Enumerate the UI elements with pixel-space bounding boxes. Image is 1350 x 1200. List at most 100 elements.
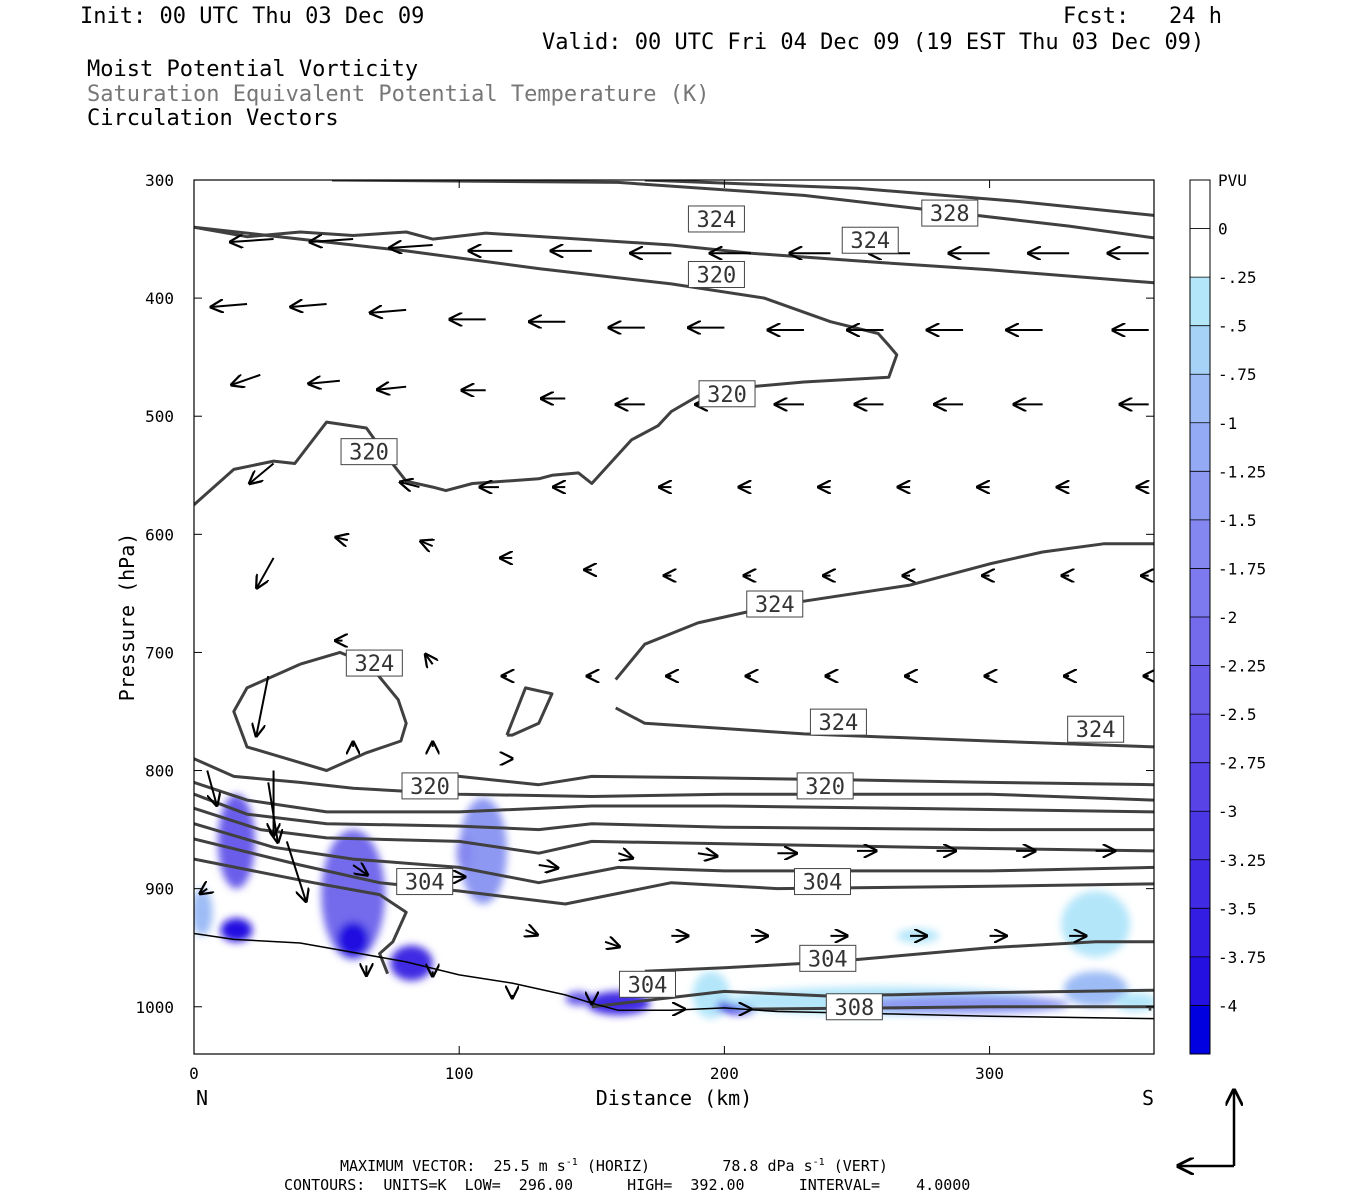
contour-label-text: 308	[834, 996, 874, 1021]
pv-patch-17	[194, 888, 213, 936]
colorbar-label: -2.5	[1218, 705, 1257, 724]
y-tick-label: 900	[145, 880, 174, 899]
contour-label-box	[794, 868, 852, 896]
colorbar-label: 0	[1218, 220, 1228, 239]
colorbar-label: -2.75	[1218, 754, 1266, 773]
colorbar-label: -1.5	[1218, 511, 1257, 530]
max-vert-value: 78.8 dPa s	[722, 1157, 813, 1175]
contour-label-box	[921, 199, 979, 227]
contour-label-3: 320	[687, 260, 745, 288]
contour-label-text: 320	[410, 775, 450, 800]
vector-95	[525, 930, 537, 935]
contour-labels: 324 328 324 320 320 320 324 324 324 324 320 320 304 3…	[340, 199, 1125, 1021]
contour-label-text: 324	[850, 229, 890, 254]
vector-96	[604, 942, 619, 947]
contour-line-5	[614, 706, 1154, 749]
vector-82	[697, 853, 717, 856]
contour-label-10: 320	[401, 772, 459, 800]
contour-label-text: 324	[755, 593, 795, 618]
contour-label-12: 304	[396, 868, 454, 896]
contour-label-box	[396, 868, 454, 896]
colorbar-segment-8	[1190, 568, 1210, 618]
vert-exponent: -1	[812, 1157, 825, 1168]
y-tick-label: 400	[145, 289, 174, 308]
horiz-exponent: -1	[565, 1157, 578, 1168]
contour-label-6: 324	[746, 590, 804, 618]
contour-line-6	[614, 542, 1154, 681]
contour-line-9	[194, 757, 1154, 802]
pv-patch-5	[459, 797, 507, 905]
contour-label-7: 324	[345, 649, 403, 677]
vector-59	[256, 675, 270, 736]
contour-label-11: 320	[796, 772, 854, 800]
max-vert-unit: (VERT)	[833, 1157, 888, 1175]
contour-label-9: 324	[1067, 715, 1125, 743]
contour-label-box	[698, 380, 756, 408]
contour-line-4	[411, 774, 1154, 787]
pv-patch-13	[1061, 891, 1131, 958]
colorbar-unit: PVU	[1218, 171, 1247, 190]
contour-label-text: 324	[1076, 718, 1116, 743]
contour-line-16	[644, 940, 1154, 973]
contour-label-text: 320	[805, 775, 845, 800]
pv-patch-2	[321, 829, 385, 960]
vector-80	[538, 865, 558, 868]
contour-label-0: 324	[687, 205, 745, 233]
plot-frame	[193, 179, 1155, 1055]
colorbar-label: -2.25	[1218, 657, 1266, 676]
contour-label-text: 304	[808, 947, 848, 972]
x-tick-label: 300	[975, 1064, 1004, 1083]
pv-patch-1	[220, 918, 253, 942]
field-title-thetaes: Saturation Equivalent Potential Temperat…	[87, 82, 710, 107]
contour-line-1	[644, 180, 1154, 217]
contour-label-1: 328	[921, 199, 979, 227]
init-time: Init: 00 UTC Thu 03 Dec 09	[80, 4, 425, 29]
colorbar-segment-14	[1190, 859, 1210, 909]
contour-label-text: 304	[628, 973, 668, 998]
contour-line-2	[194, 225, 1154, 285]
contour-label-box	[799, 944, 857, 972]
contour-label-text: 320	[349, 441, 389, 466]
x-axis-label: Distance (km)	[596, 1086, 753, 1110]
colorbar: 0 -.25 -.5 -.75 -1 -1.25 -1.5 -1.75 -2 -2.25 -2.5 -…	[1189, 179, 1266, 1055]
contour-label-15: 304	[618, 970, 676, 998]
vector-1	[310, 239, 354, 242]
south-label: S	[1142, 1086, 1154, 1110]
vector-81	[617, 853, 632, 858]
colorbar-segment-13	[1190, 811, 1210, 861]
contour-label-4: 320	[698, 380, 756, 408]
colorbar-label: -1.25	[1218, 462, 1266, 481]
vector-48	[336, 537, 348, 540]
vector-13	[291, 304, 327, 307]
pv-patch-12	[856, 994, 1070, 1014]
contour-label-box	[841, 226, 899, 254]
colorbar-segment-9	[1190, 617, 1210, 667]
contour-line-18	[750, 1005, 1154, 1011]
colorbar-segment-6	[1190, 471, 1210, 521]
x-tick-label: 200	[710, 1064, 739, 1083]
contour-label-text: 328	[930, 202, 970, 227]
vector-49	[421, 541, 433, 546]
max-vector-line: MAXIMUM VECTOR: 25.5 m s-1 (HORIZ) 78.8 …	[340, 1157, 888, 1175]
vector-76	[267, 782, 278, 842]
contour-label-box	[401, 772, 459, 800]
theta-es-contours	[194, 180, 1154, 1011]
y-tick-label: 500	[145, 407, 174, 426]
contour-label-box	[825, 993, 883, 1021]
colorbar-label: -3.75	[1218, 948, 1266, 967]
contour-label-text: 324	[354, 652, 394, 677]
pv-patch-14	[1063, 971, 1128, 1007]
x-tick-label: 0	[189, 1064, 199, 1083]
vector-25	[309, 381, 340, 384]
max-vector-label: MAXIMUM VECTOR:	[340, 1157, 476, 1175]
vector-24	[231, 373, 261, 385]
vector-47	[257, 557, 275, 588]
y-axis-label: Pressure (hPa)	[115, 533, 139, 702]
contour-label-box	[687, 205, 745, 233]
contour-label-box	[340, 438, 398, 466]
x-axis: 0 100 200 300	[189, 180, 1004, 1083]
contour-label-2: 324	[841, 226, 899, 254]
contour-label-text: 304	[405, 871, 445, 896]
max-horiz-value: 25.5 m s	[493, 1157, 566, 1175]
colorbar-segment-0	[1190, 180, 1210, 230]
